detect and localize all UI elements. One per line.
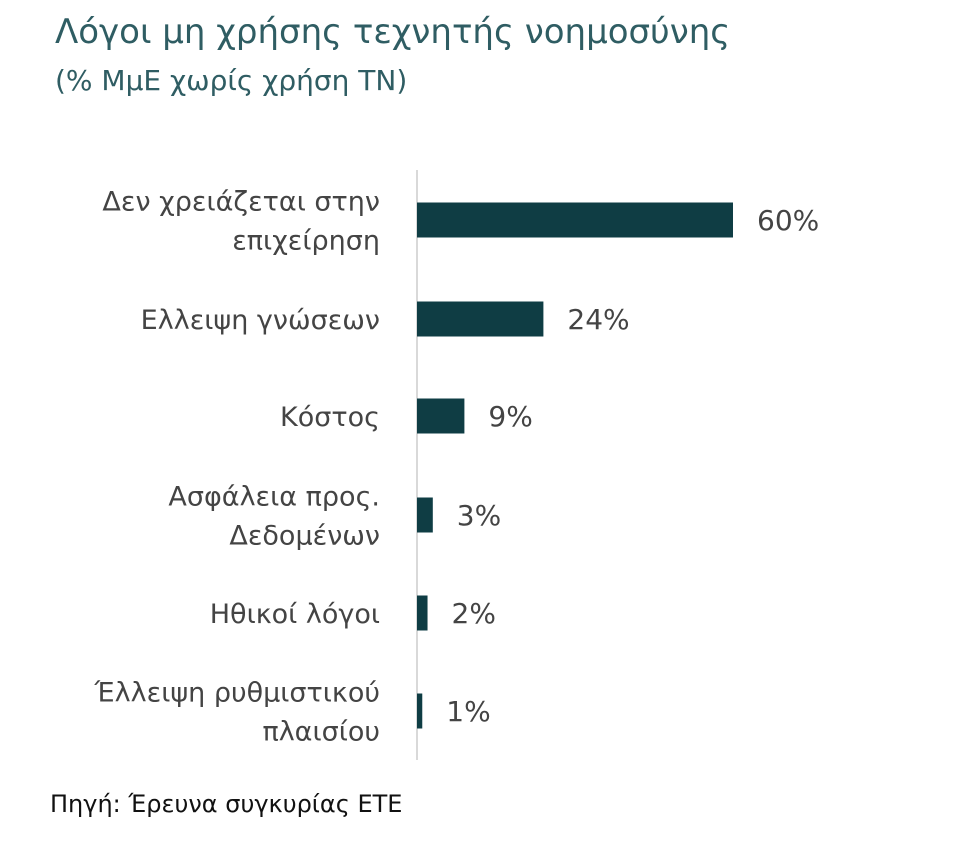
value-label: 1%: [446, 695, 490, 728]
value-label: 9%: [488, 400, 532, 433]
category-label-line: επιχείρηση: [232, 226, 380, 257]
category-label: Κόστος: [280, 402, 380, 433]
category-label-line: Δεδομένων: [229, 521, 380, 552]
bar: [417, 693, 423, 729]
value-label: 60%: [757, 204, 819, 237]
bar: [417, 301, 544, 337]
category-label: Ελλειψη γνώσεων: [141, 305, 380, 336]
chart-subtitle: (% ΜμΕ χωρίς χρήση ΤΝ): [55, 64, 408, 97]
bars-group: 60% Δεν χρειάζεται στην επιχείρηση 24% Ελλει…: [94, 187, 820, 748]
bar: [417, 398, 465, 434]
chart-title: Λόγοι μη χρήσης τεχνητής νοημοσύνης: [55, 12, 731, 52]
bar: [417, 497, 433, 533]
category-label: Ασφάλεια προς. Δεδομένων: [168, 482, 380, 552]
category-label: Ηθικοί λόγοι: [210, 599, 380, 630]
source-note: Πηγή: Έρευνα συγκυρίας ΕΤΕ: [50, 790, 403, 818]
value-label: 3%: [457, 499, 501, 532]
category-label-line: Δεν χρειάζεται στην: [102, 187, 380, 218]
bar: [417, 595, 428, 631]
value-label: 24%: [567, 303, 629, 336]
value-label: 2%: [452, 597, 496, 630]
category-label: Δεν χρειάζεται στην επιχείρηση: [102, 187, 380, 257]
category-label-line: πλαισίου: [262, 717, 380, 748]
category-label-line: Κόστος: [280, 402, 380, 433]
category-label-line: Έλλειψη ρυθμιστικού: [94, 678, 381, 709]
category-label: Έλλειψη ρυθμιστικού πλαισίου: [94, 678, 381, 748]
bar: [417, 202, 733, 238]
category-label-line: Ηθικοί λόγοι: [210, 599, 380, 630]
category-label-line: Ασφάλεια προς.: [168, 482, 380, 513]
category-label-line: Ελλειψη γνώσεων: [141, 305, 380, 336]
